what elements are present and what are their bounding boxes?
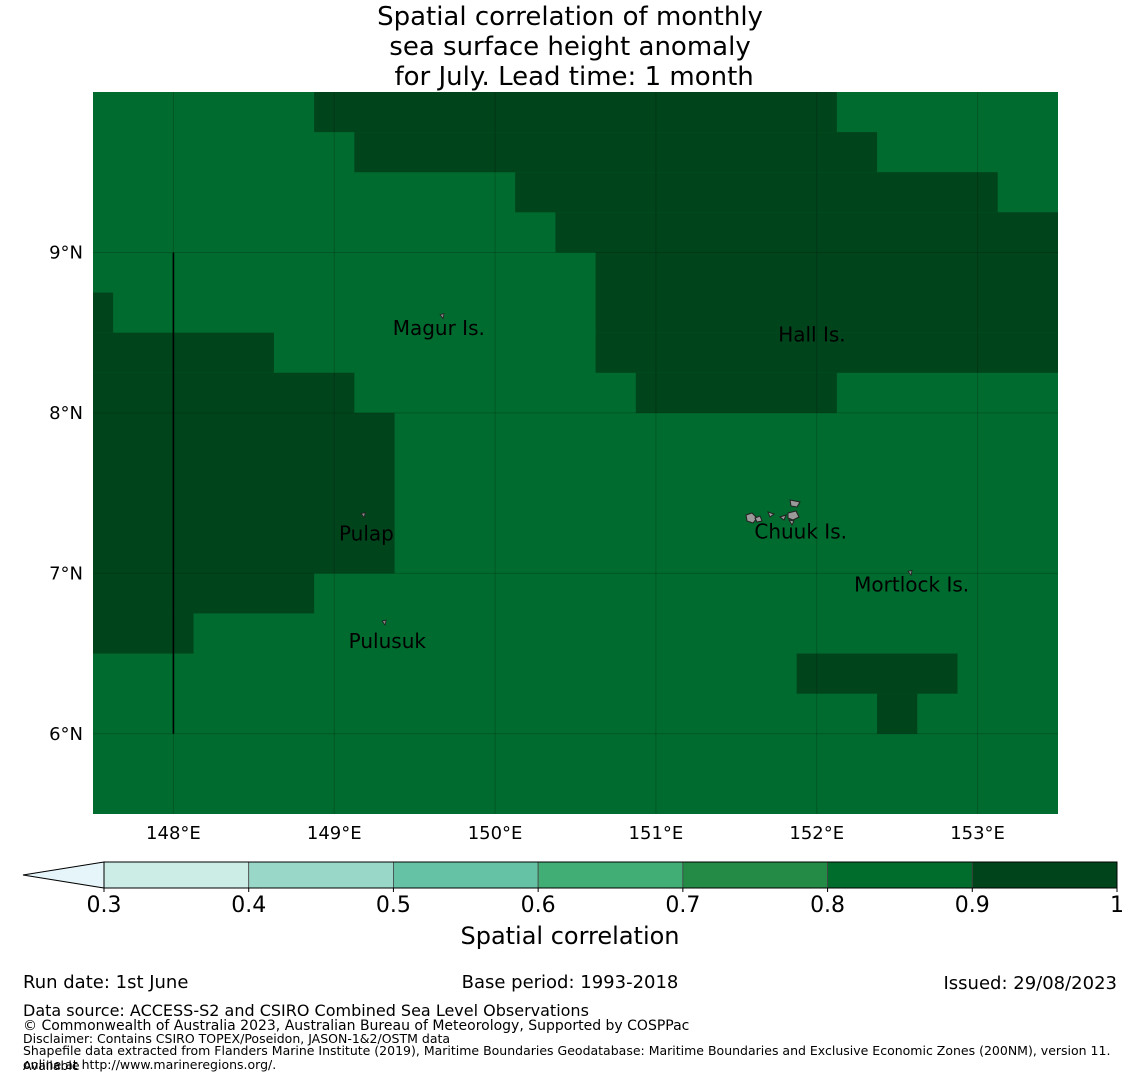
- longitude-tick-label: 148°E: [146, 823, 201, 844]
- latitude-tick-label: 7°N: [49, 563, 83, 584]
- high-correlation-cell: [555, 212, 1058, 253]
- run-date: Run date: 1st June: [23, 972, 189, 993]
- correlation-field: [93, 92, 1058, 814]
- high-correlation-cell: [93, 613, 194, 654]
- high-correlation-cell: [354, 132, 878, 173]
- colorbar-bin: [393, 861, 539, 889]
- latitude-tick-label: 9°N: [49, 242, 83, 263]
- island-marker: [907, 569, 913, 577]
- island-shape: [767, 511, 776, 518]
- high-correlation-cell: [635, 372, 837, 413]
- high-correlation-cell: [93, 573, 315, 614]
- island-shape: [787, 510, 800, 521]
- longitude-tick-labels: 148°E 149°E 150°E 151°E 152°E 153°E: [146, 823, 1005, 844]
- high-correlation-cell: [796, 653, 958, 694]
- title-line-3: for July. Lead time: 1 month: [386, 62, 754, 92]
- title-line-1: Spatial correlation of monthly: [377, 2, 763, 32]
- colorbar-tick-label: 0.8: [810, 893, 845, 918]
- colorbar-tick-label: 0.7: [665, 893, 700, 918]
- high-correlation-cell: [515, 172, 998, 213]
- map-title: Spatial correlation of monthly sea surfa…: [0, 2, 1140, 92]
- place-label: Pulusuk: [349, 629, 427, 653]
- place-label: Pulap: [339, 521, 394, 545]
- high-correlation-cell: [595, 252, 1058, 333]
- longitude-tick-label: 153°E: [950, 823, 1005, 844]
- colorbar-bin: [827, 861, 973, 889]
- high-correlation-cell: [93, 292, 114, 333]
- high-correlation-cell: [93, 412, 395, 574]
- island-shape: [745, 512, 758, 524]
- longitude-tick-label: 151°E: [629, 823, 684, 844]
- colorbar-frame: [103, 861, 1118, 889]
- high-correlation-cell: [93, 372, 355, 413]
- colorbar-tick-label: 0.9: [955, 893, 990, 918]
- colorbar-tick-label: 0.4: [231, 893, 266, 918]
- disclaimer: Disclaimer: Contains CSIRO TOPEX/Poseido…: [23, 1031, 451, 1046]
- title-line-2: sea surface height anomaly: [389, 32, 751, 62]
- place-label: Chuuk Is.: [754, 520, 847, 544]
- colorbar-tick-label: 1: [1110, 893, 1124, 918]
- colorbar-tick-label: 0.6: [521, 893, 556, 918]
- colorbar-bin: [971, 861, 1118, 889]
- colorbar-bin: [537, 861, 684, 889]
- island-shape: [778, 514, 787, 521]
- colorbar-bin: [682, 861, 828, 889]
- place-label: Mortlock Is.: [854, 573, 969, 597]
- longitude-tick-label: 149°E: [307, 823, 362, 844]
- high-correlation-cell: [314, 92, 837, 133]
- place-label: Magur Is.: [393, 316, 485, 340]
- colorbar-extend-arrow: [22, 861, 105, 889]
- high-correlation-cell: [877, 693, 918, 734]
- island-shape: [787, 519, 795, 527]
- correlation-map: Magur Is. Hall Is. Pulap Chuuk Is. Mortlock …: [22, 92, 1124, 918]
- island-marker: [360, 512, 366, 519]
- island-marker: [439, 313, 445, 320]
- shapefile-credit-line-1: Shapefile data extracted from Flanders M…: [23, 1043, 1111, 1073]
- data-source: Data source: ACCESS-S2 and CSIRO Combine…: [23, 1001, 589, 1020]
- copyright: © Commonwealth of Australia 2023, Austra…: [23, 1018, 690, 1034]
- place-labels: Magur Is. Hall Is. Pulap Chuuk Is. Mortlock …: [339, 316, 969, 653]
- island-outlines: [360, 313, 913, 627]
- island-shape: [754, 515, 763, 523]
- graticule: [93, 92, 1058, 814]
- colorbar-bin: [103, 861, 250, 889]
- colorbar-title: Spatial correlation: [460, 922, 680, 950]
- high-correlation-cell: [93, 332, 274, 373]
- base-period: Base period: 1993-2018: [461, 972, 679, 993]
- island-shape: [789, 499, 801, 508]
- latitude-tick-label: 8°N: [49, 403, 83, 424]
- issued-date: Issued: 29/08/2023: [943, 973, 1117, 994]
- colorbar: 0.3 0.4 0.5 0.6 0.7 0.8 0.9 1: [22, 861, 1124, 918]
- colorbar-tick-label: 0.5: [376, 893, 411, 918]
- island-marker: [381, 619, 387, 627]
- colorbar-tick-label: 0.3: [87, 893, 122, 918]
- latitude-tick-label: 6°N: [49, 724, 83, 745]
- colorbar-bin: [248, 861, 394, 889]
- shapefile-credit-line-2: online at http://www.marineregions.org/.: [23, 1057, 277, 1072]
- longitude-tick-label: 152°E: [789, 823, 844, 844]
- latitude-tick-labels: 9°N 8°N 7°N 6°N: [49, 242, 83, 744]
- place-label: Hall Is.: [778, 322, 845, 346]
- high-correlation-cell: [595, 332, 1058, 373]
- longitude-tick-label: 150°E: [468, 823, 523, 844]
